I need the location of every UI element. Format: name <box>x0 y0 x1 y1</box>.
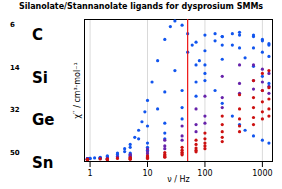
html-text:50: 50 <box>10 148 20 157</box>
svg-text:χ′′ / cm³·mol⁻¹: χ′′ / cm³·mol⁻¹ <box>73 62 82 118</box>
svg-text:ν / Hz: ν / Hz <box>167 175 189 184</box>
svg-text:10: 10 <box>142 169 152 178</box>
html-text:C: C <box>32 26 43 45</box>
html-text:Sn: Sn <box>32 153 54 172</box>
svg-text:1: 1 <box>88 169 93 178</box>
html-text:32: 32 <box>10 106 20 115</box>
svg-text:100: 100 <box>197 169 212 178</box>
html-text:Silanolate/Stannanolate ligand: Silanolate/Stannanolate ligands for dysp… <box>18 2 264 11</box>
svg-text:1000: 1000 <box>252 169 272 178</box>
html-text:14: 14 <box>10 63 20 72</box>
html-text:Ge: Ge <box>32 111 55 130</box>
html-text:Si: Si <box>32 68 48 87</box>
html-text:6: 6 <box>10 21 15 30</box>
